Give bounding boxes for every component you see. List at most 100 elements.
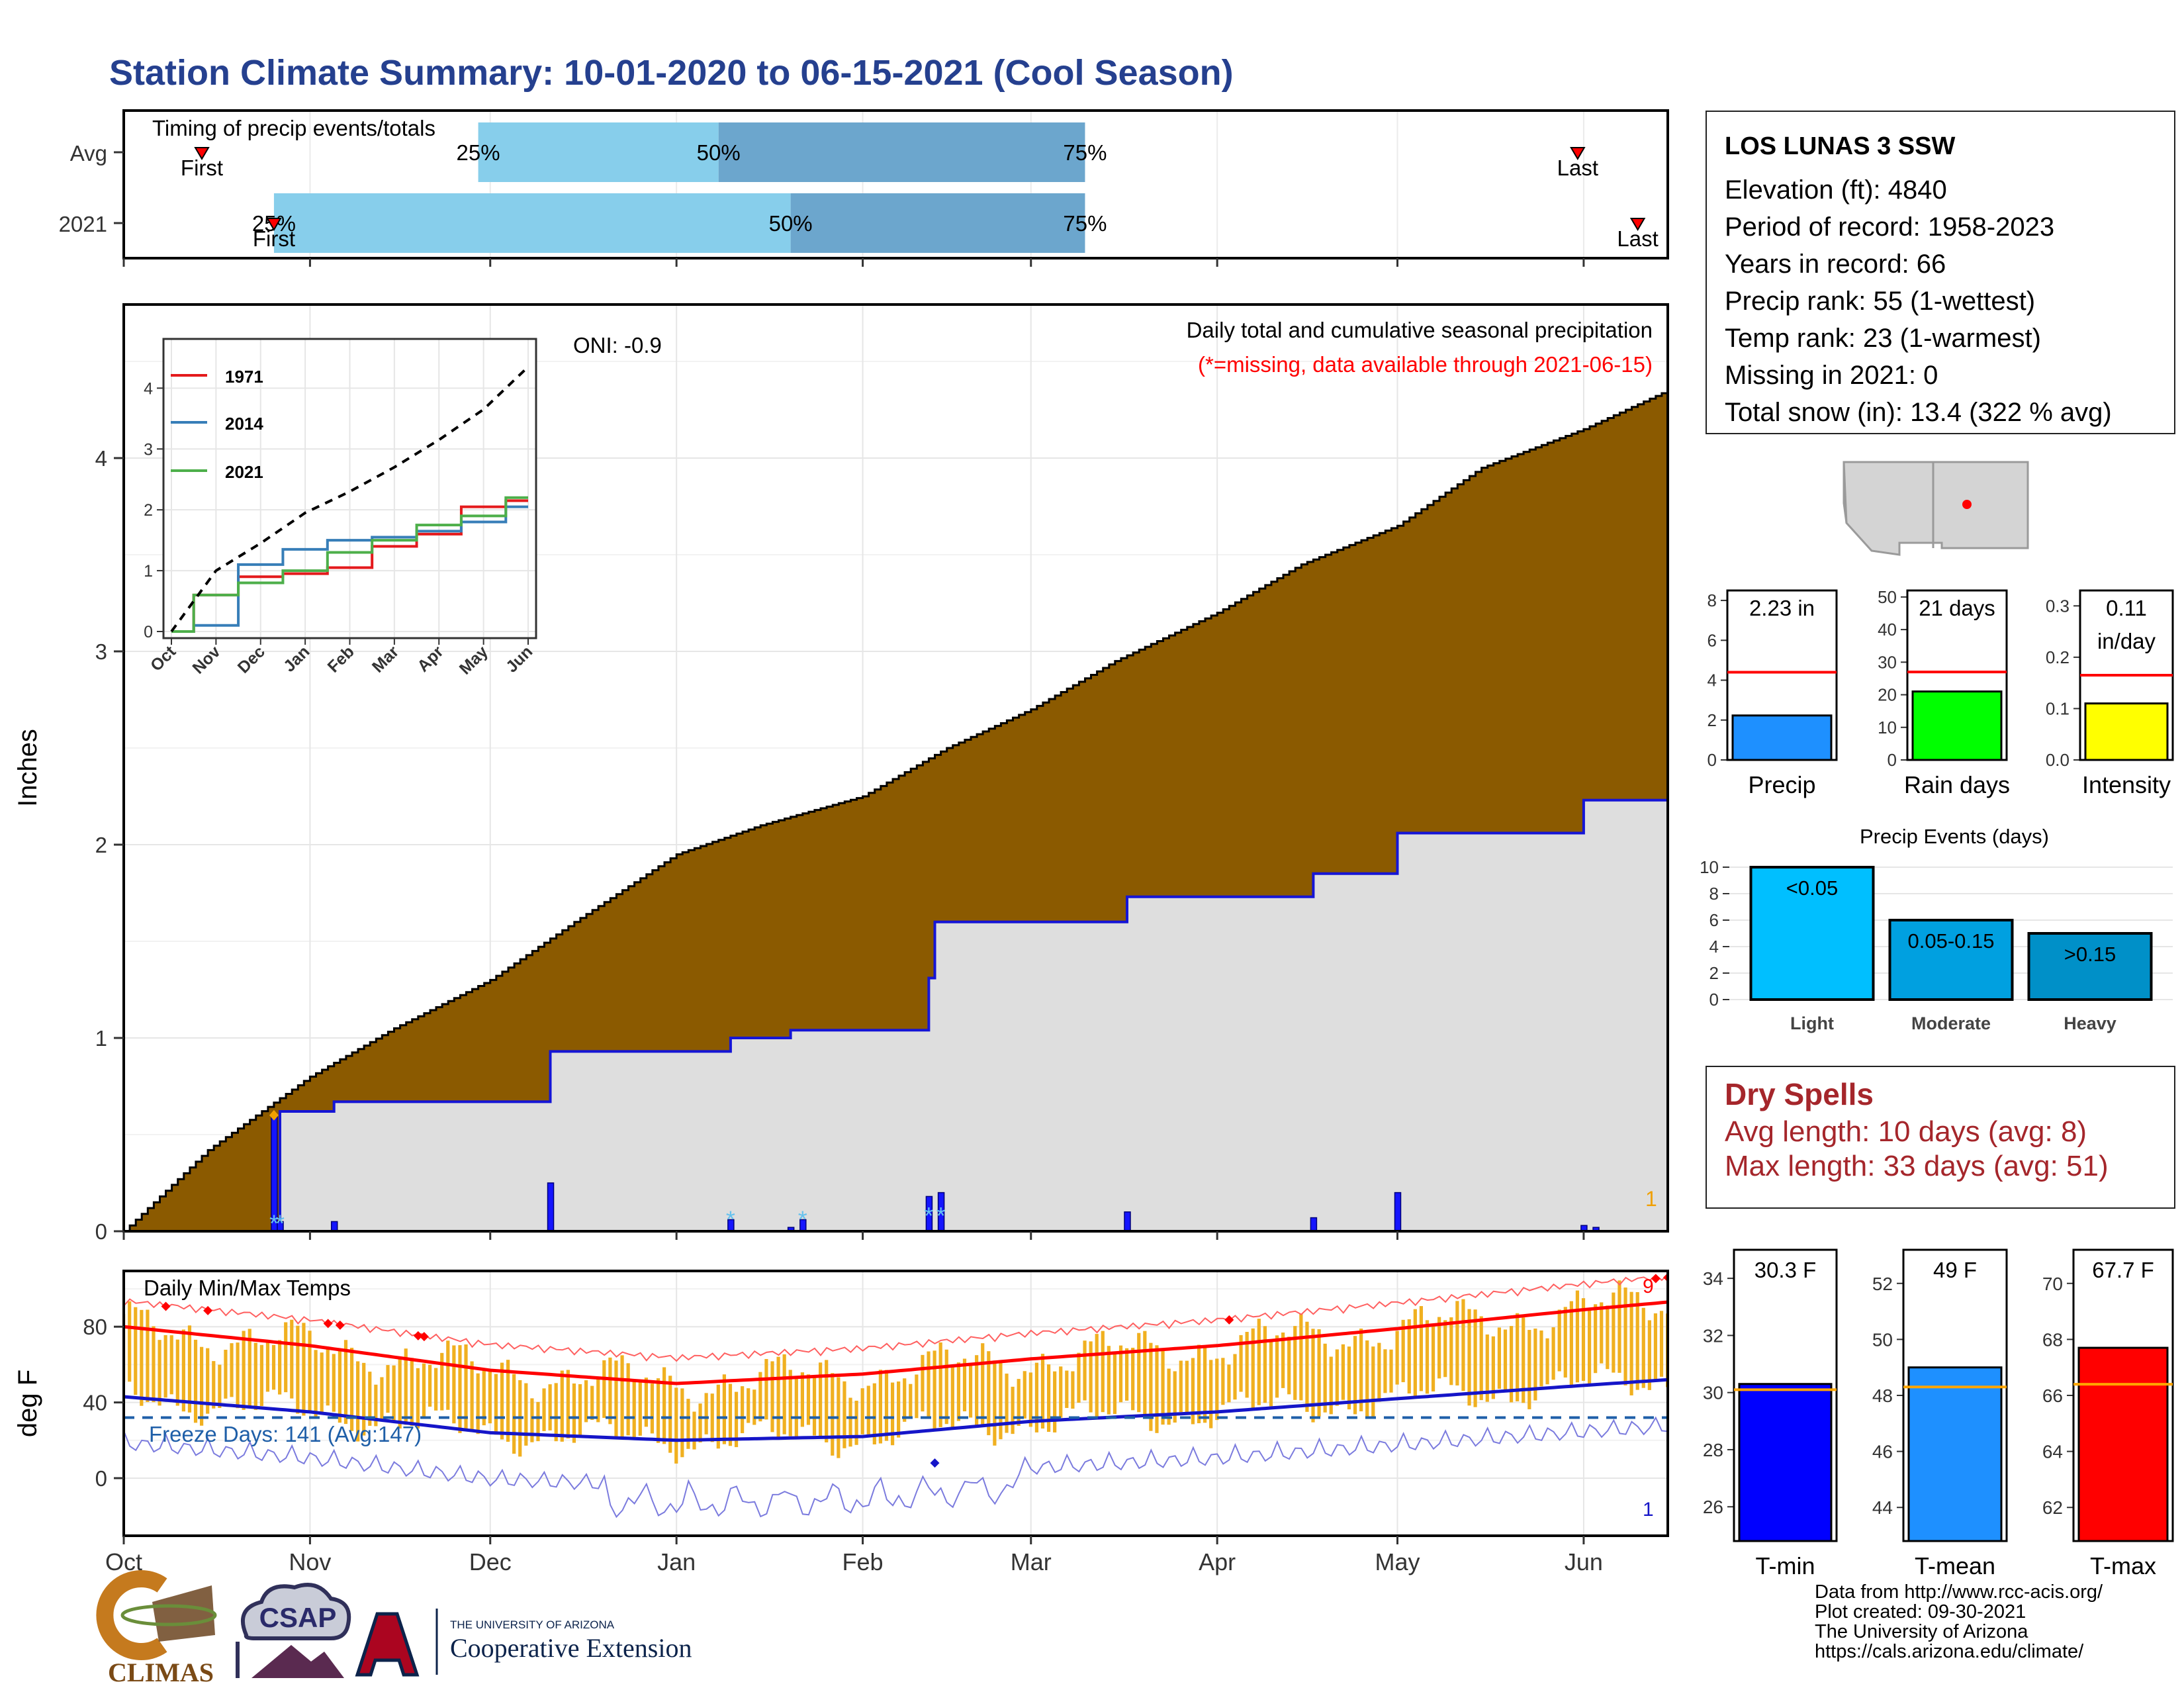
temp-daily-bar [993,1360,997,1446]
temp-bar-y-tick-label: 28 [1703,1440,1723,1460]
record-high-marker [1224,1315,1234,1325]
temp-daily-bar [1419,1306,1424,1391]
temp-daily-bar [909,1383,913,1419]
temp-daily-bar [380,1377,384,1421]
inset-average-line [170,365,529,633]
timing-first-label: First [181,156,223,180]
temp-daily-bar [506,1360,510,1442]
temp-daily-bar [1179,1360,1183,1413]
precip-x-ticks [122,1231,1585,1240]
temp-daily-bar [1028,1372,1032,1427]
temp-daily-bar [242,1331,246,1410]
inset-lines [170,365,529,633]
temp-y-tick-label: 80 [83,1315,107,1339]
timing-first-marker [266,218,282,231]
station-location-marker [1962,500,1972,509]
temp-daily-bar [446,1340,450,1410]
temp-daily-bar [542,1388,546,1431]
temp-daily-bar [259,1344,263,1406]
temp-daily-bar [1516,1313,1520,1401]
mini-y-tick-label: 6 [1707,630,1717,650]
temp-daily-bar [1095,1334,1099,1418]
daily-precip-bar [277,1221,284,1231]
snow-marker: * [269,1209,279,1237]
temp-daily-bar [470,1361,474,1431]
temp-x-axis: Oct Nov Dec Jan Feb Mar Apr May Jun [105,1536,1603,1575]
month-label-Dec: Dec [469,1548,512,1575]
temp-daily-bar [200,1346,204,1426]
inset-line-2021 [171,496,528,633]
temp-daily-bar [878,1370,883,1444]
timing-last-label: Last [1557,156,1598,180]
temp-daily-bar [1227,1364,1231,1403]
temp-daily-bar [614,1360,618,1438]
temp-daily-bar [1623,1288,1627,1385]
precip-y-tick-label: 4 [95,446,107,471]
footer-credits: Data from http://www.rcc-acis.org/ Plot … [1815,1582,2103,1662]
temp-daily-bar [494,1374,498,1435]
temp-daily-bar [644,1378,648,1427]
temp-daily-bar [1005,1374,1009,1433]
snow-marker: * [726,1206,735,1233]
temp-daily-bar [1149,1342,1153,1431]
events-y-tick-label: 8 [1709,884,1719,904]
temp-daily-bar [428,1364,432,1407]
temp-daily-bar [933,1350,936,1429]
month-label-Feb: Feb [842,1548,884,1575]
temp-daily-bar [1569,1301,1573,1387]
timing-row-label-2021: 2021 [59,212,107,236]
temp-background [124,1271,1668,1536]
temp-daily-bar [1124,1348,1129,1401]
temp-daily-bar [1527,1330,1531,1409]
temp-daily-bar [1281,1332,1285,1388]
temp-daily-bar [1161,1350,1165,1425]
footer-institution: The University of Arizona [1815,1621,2028,1642]
temp-bar-y-tick-label: 26 [1703,1497,1723,1517]
station-temp-rank: Temp rank: 23 (1-warmest) [1725,324,2041,353]
temp-daily-bar [458,1345,462,1433]
climas-logo-arc [96,1570,167,1660]
climas-logo-shape [152,1585,215,1642]
temp-daily-bar [386,1365,390,1413]
timing-p25-label: 25% [457,140,500,165]
temp-daily-bar [866,1385,870,1434]
temp-daily-bar [140,1309,144,1406]
temp-daily-bar [1347,1346,1351,1410]
temp-daily-bar [987,1351,991,1436]
ua-logo: THE UNIVERSITY OF ARIZONA Cooperative Ex… [355,1609,692,1677]
events-bars: 0 2 4 6 8 10 <0.05 Light 0.05-0.15 Moderate >0.15 H… [1700,857,2173,1033]
temp-daily-bar [1143,1331,1147,1417]
temp-daily-bar [1389,1349,1393,1393]
temp-daily-bar [572,1383,576,1443]
temp-daily-bar [296,1325,300,1414]
inset-y-tick-label: 3 [144,440,153,459]
temp-daily-bar [128,1301,132,1382]
temp-daily-bar [1383,1349,1387,1393]
events-bar-inner-label: <0.05 [1786,876,1838,900]
temp-daily-bar [680,1388,684,1458]
temp-daily-bar [1197,1344,1201,1424]
temp-daily-bar [1575,1290,1580,1383]
temp-y-tick-label: 40 [83,1391,107,1415]
footer-data-source: Data from http://www.rcc-acis.org/ [1815,1581,2103,1603]
temp-bar-T-mean [1907,1366,2003,1542]
temp-daily-bar [1118,1345,1123,1403]
mini-y-tick-label: 20 [1878,685,1897,705]
temp-daily-bar [1503,1329,1508,1393]
ua-line-1: THE UNIVERSITY OF ARIZONA [450,1618,615,1631]
temp-daily-bar [848,1397,852,1447]
temp-daily-bar [416,1368,420,1429]
locator-map [1843,461,2029,556]
mini-category-label: Intensity [2082,771,2171,798]
temp-daily-bar [560,1370,564,1442]
timing-bar-50-75 [718,122,1085,182]
temp-daily-bar [338,1350,342,1423]
max-record-count: 9 [1643,1276,1654,1297]
temp-daily-bar [1065,1370,1069,1408]
temp-daily-bar [860,1388,864,1434]
temp-daily-bar [812,1376,817,1436]
temp-daily-bar [686,1399,690,1449]
seasonal-temp-bars: 26 28 30 32 34 30.3 F T-min 44 46 48 50 52 49 F T-mea… [1703,1248,2174,1579]
temp-daily-bar [632,1381,636,1440]
